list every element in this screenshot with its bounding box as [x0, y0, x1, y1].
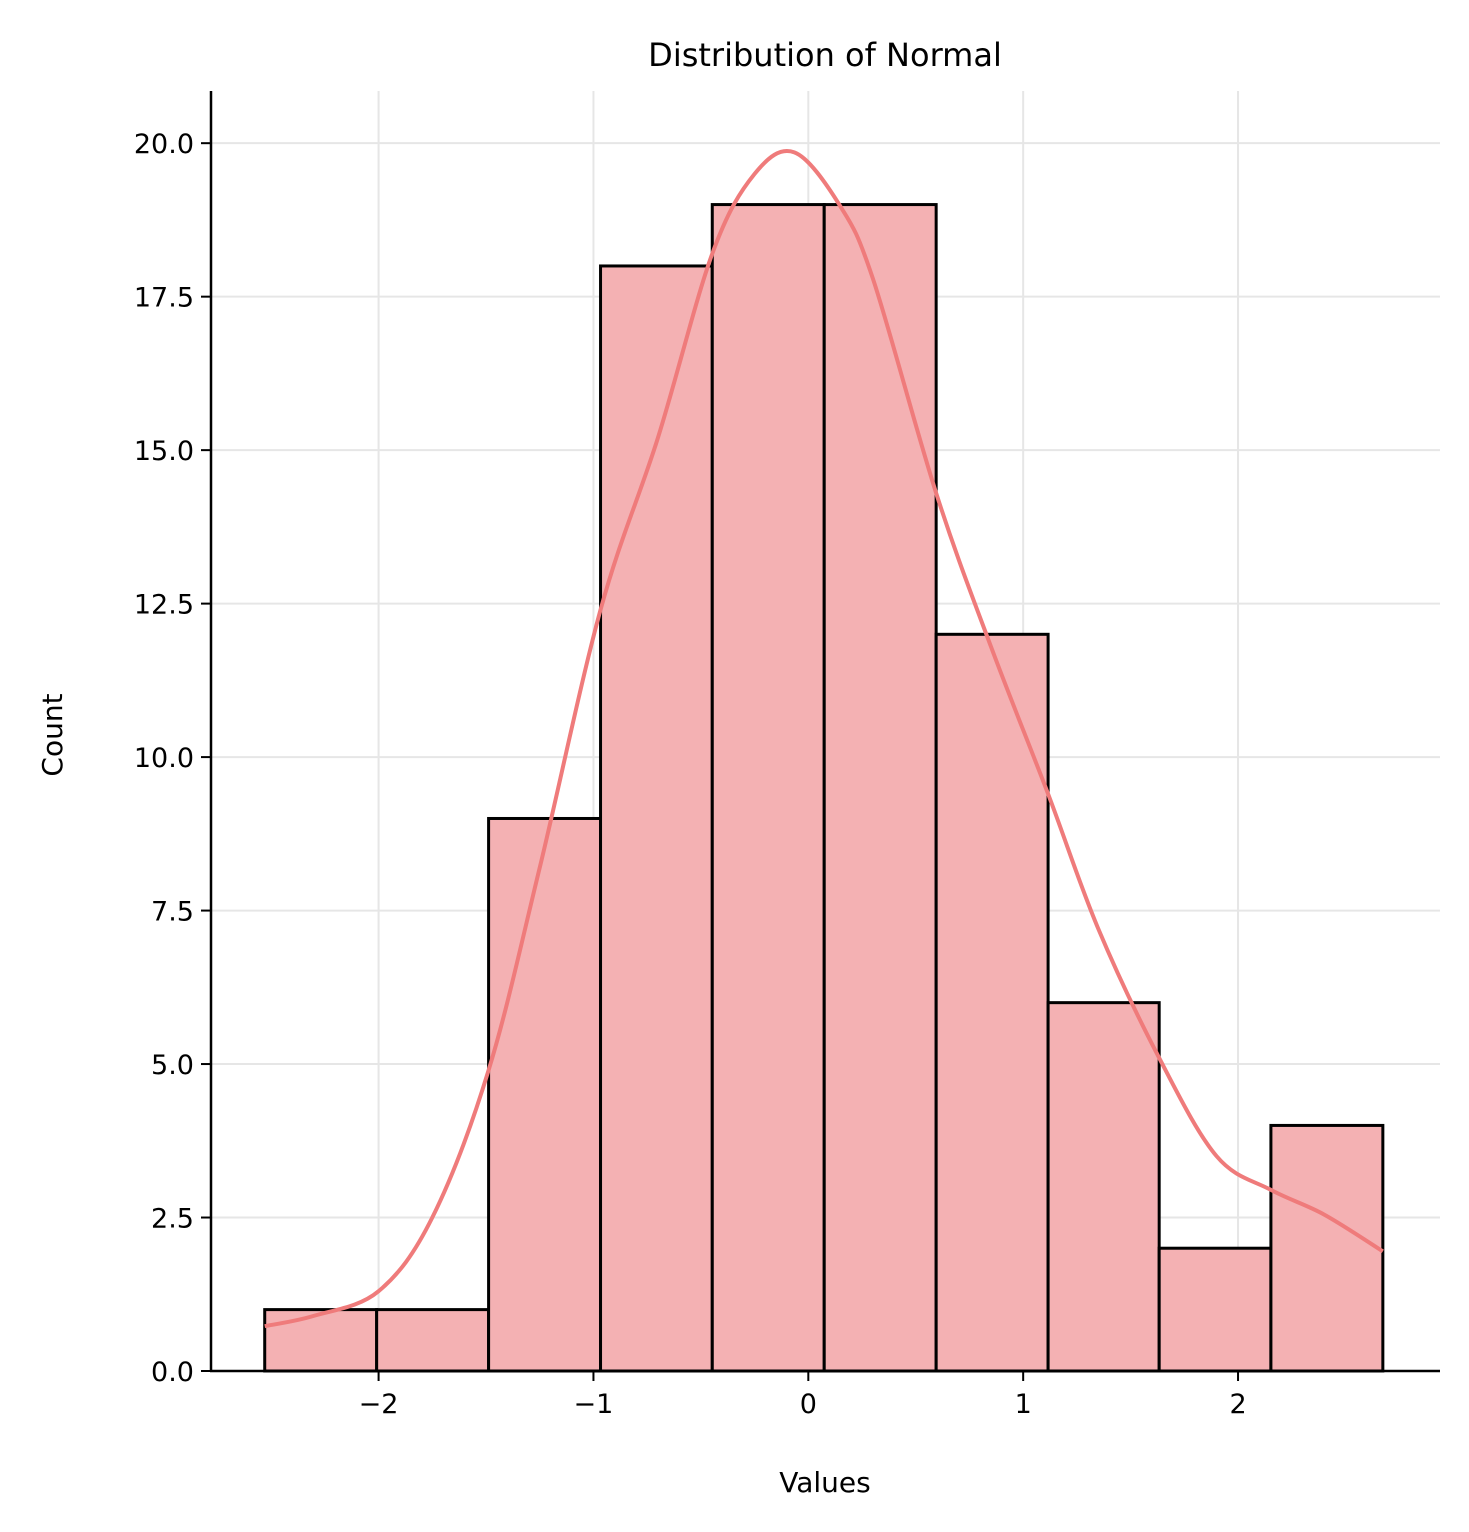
y-tick-label: 10.0	[134, 743, 194, 774]
x-axis-label: Values	[779, 1466, 870, 1499]
histogram-bar	[487, 816, 603, 1373]
y-tick-label: 7.5	[151, 897, 194, 928]
histogram-bar	[599, 264, 714, 1373]
y-tick-label: 15.0	[134, 436, 194, 467]
bars	[263, 203, 1385, 1373]
histogram-bar	[375, 1308, 491, 1373]
histogram-bar	[1157, 1246, 1273, 1373]
x-tick-label: 1	[1015, 1389, 1032, 1420]
y-tick-label: 2.5	[151, 1204, 194, 1235]
histogram-bar	[1269, 1123, 1385, 1373]
histogram-bar	[934, 632, 1050, 1373]
y-tick-label: 17.5	[134, 283, 194, 314]
y-tick-label: 12.5	[134, 590, 194, 621]
histogram-bar	[1046, 1001, 1161, 1373]
y-tick-label: 5.0	[151, 1050, 194, 1081]
x-tick-label: 0	[800, 1389, 817, 1420]
histogram-bar	[822, 203, 938, 1373]
x-tick-label: −2	[359, 1389, 399, 1420]
x-tick-label: 2	[1229, 1389, 1246, 1420]
histogram-bar	[710, 203, 826, 1373]
y-tick-label: 20.0	[134, 129, 194, 160]
kde-line	[264, 149, 1384, 1329]
y-axis-label: Count	[36, 693, 69, 776]
chart-title: Distribution of Normal	[648, 36, 1002, 74]
histogram-bar	[263, 1308, 379, 1373]
x-tick-label: −1	[574, 1389, 614, 1420]
y-tick-label: 0.0	[151, 1357, 194, 1388]
axes: −2 −1 0 1 20.02.55.07.510.012.515.017.520.0	[134, 91, 1440, 1420]
